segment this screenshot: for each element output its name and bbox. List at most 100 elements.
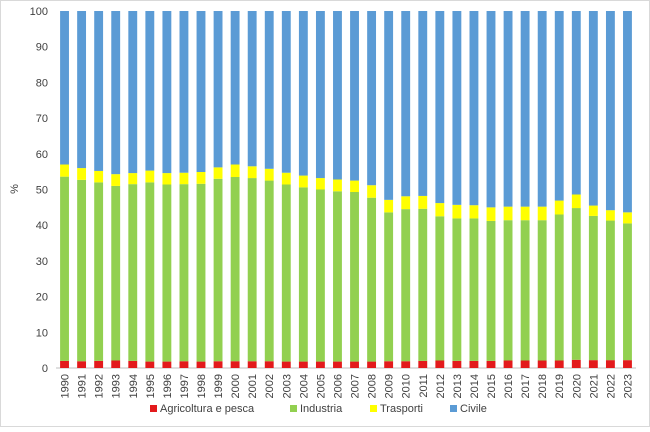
bar-segment	[298, 11, 308, 176]
bar-segment	[503, 206, 513, 221]
bar-segment	[401, 361, 411, 368]
bar-segment	[196, 183, 206, 362]
bar-segment	[264, 11, 274, 169]
bar-segment	[315, 361, 325, 368]
bar-segment	[588, 11, 598, 206]
bar-segment	[128, 360, 138, 368]
y-axis-label: %	[9, 184, 21, 194]
bar-segment	[350, 361, 359, 368]
bar-segment	[367, 185, 377, 198]
bar-segment	[486, 220, 496, 361]
bar-segment	[281, 361, 291, 368]
y-tick-label: 100	[30, 6, 48, 18]
bar-segment	[94, 170, 104, 183]
bar-segment	[554, 11, 564, 201]
bar-segment	[264, 168, 274, 181]
bar-segment	[418, 208, 428, 361]
bar-segment	[94, 11, 104, 171]
bar-segment	[315, 11, 325, 179]
bar-segment	[179, 184, 189, 362]
bar-segment	[503, 360, 513, 368]
bar-segment	[554, 214, 564, 361]
bar-segment	[571, 359, 581, 368]
bar-segment	[452, 11, 462, 205]
bar-segment	[333, 11, 342, 180]
x-tick-label: 2000	[230, 374, 242, 398]
bar-segment	[315, 178, 325, 190]
bar-segment	[435, 360, 445, 368]
x-tick-label: 2003	[281, 374, 293, 398]
x-tick-label: 1991	[77, 374, 89, 398]
bar-segment	[520, 11, 530, 207]
bar-segment	[145, 170, 155, 183]
y-tick-label: 30	[36, 256, 48, 268]
legend-swatch	[450, 405, 457, 412]
bar-segment	[298, 187, 308, 362]
y-tick-label: 90	[36, 42, 48, 54]
legend-label: Civile	[460, 403, 487, 415]
bar-segment	[384, 11, 394, 200]
bar-segment	[623, 360, 632, 368]
bar-segment	[367, 11, 377, 186]
legend-swatch	[150, 405, 157, 412]
x-tick-label: 2009	[384, 374, 396, 398]
bar-segment	[111, 185, 121, 361]
bar-segment	[213, 361, 223, 368]
bar-segment	[503, 220, 513, 361]
bar-segment	[452, 360, 462, 368]
legend-label: Agricoltura e pesca	[160, 403, 255, 415]
bar-segment	[401, 11, 411, 197]
bar-segment	[230, 177, 240, 362]
bar-segment	[179, 361, 189, 368]
bar-segment	[111, 174, 121, 186]
bar-segment	[486, 11, 496, 208]
bar-segment	[77, 11, 87, 169]
bar-segment	[435, 11, 445, 204]
bar-segment	[435, 203, 445, 217]
bar-segment	[367, 361, 377, 368]
x-tick-label: 2020	[571, 374, 583, 398]
y-tick-label: 40	[36, 220, 48, 232]
bar-segment	[401, 196, 411, 210]
x-tick-label: 1999	[213, 374, 225, 398]
x-tick-label: 2012	[435, 374, 447, 398]
x-tick-label: 2018	[537, 374, 549, 398]
bar-segment	[588, 360, 598, 368]
bar-segment	[469, 360, 479, 368]
x-tick-label: 2023	[622, 374, 634, 398]
bar-segment	[537, 206, 547, 221]
bar-segment	[350, 11, 359, 181]
bar-segment	[77, 168, 87, 180]
bar-segment	[196, 11, 206, 173]
bar-segment	[247, 178, 257, 362]
bar-segment	[350, 191, 359, 362]
bar-segment	[418, 195, 428, 209]
bar-segment	[469, 205, 479, 219]
bar-segment	[298, 361, 308, 368]
bar-segment	[520, 220, 530, 361]
x-tick-label: 2017	[520, 374, 532, 398]
bar-segment	[401, 209, 411, 362]
bar-segment	[145, 11, 155, 171]
legend-swatch	[290, 405, 297, 412]
x-tick-label: 2008	[367, 374, 379, 398]
bar-segment	[384, 212, 394, 362]
x-tick-label: 2022	[605, 374, 617, 398]
x-tick-label: 1992	[94, 374, 106, 398]
bar-segment	[60, 176, 69, 361]
bar-segment	[520, 360, 530, 368]
bar-segment	[588, 215, 598, 361]
bar-segment	[77, 179, 87, 362]
x-tick-label: 2021	[588, 374, 600, 398]
x-tick-label: 2006	[332, 374, 344, 398]
x-tick-label: 1996	[162, 374, 174, 398]
y-tick-label: 10	[36, 327, 48, 339]
y-tick-labels: 0 10 20 30 40 50 60 70 80 90 100	[30, 6, 48, 375]
bar-segment	[264, 180, 274, 362]
bar-segment	[588, 205, 598, 216]
x-tick-label: 2001	[247, 374, 259, 398]
bar-segment	[196, 172, 206, 184]
x-tick-label: 2013	[452, 374, 464, 398]
bar-segment	[571, 194, 581, 209]
